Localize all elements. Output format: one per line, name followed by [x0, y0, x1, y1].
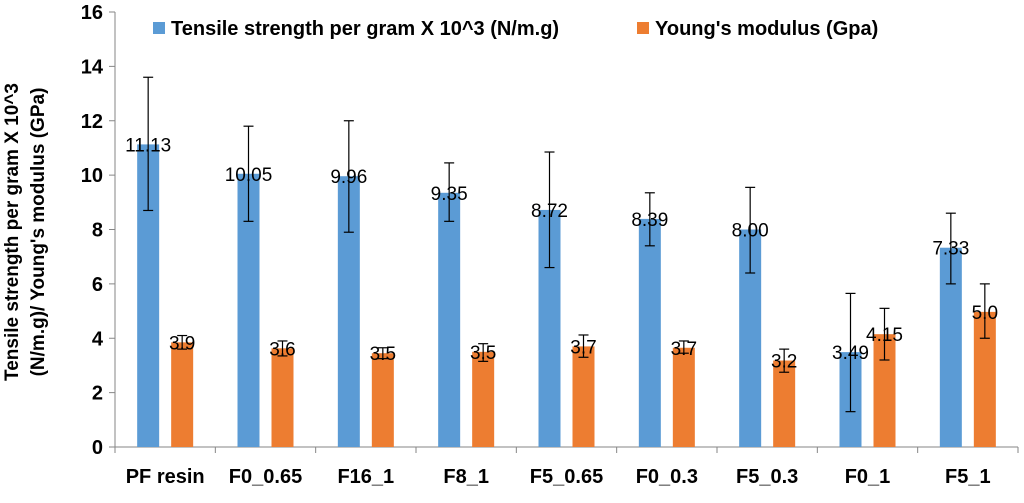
legend-label-tensile: Tensile strength per gram X 10^3 (N/m.g) — [171, 18, 559, 40]
bar-youngs — [371, 353, 394, 447]
bar-youngs — [672, 347, 695, 447]
y-tick-label: 6 — [92, 274, 103, 296]
y-tick-label: 14 — [81, 56, 104, 78]
bar-youngs — [271, 348, 294, 447]
legend-swatch-youngs — [637, 22, 649, 34]
y-tick-label: 16 — [81, 2, 103, 24]
data-label-tensile: 10.05 — [225, 165, 273, 186]
bar-tensile — [739, 229, 762, 447]
legend: Tensile strength per gram X 10^3 (N/m.g)… — [153, 18, 878, 40]
data-label-youngs: 3.5 — [470, 343, 496, 364]
data-label-tensile: 8.72 — [531, 201, 568, 222]
bar-tensile — [137, 144, 160, 447]
bar-youngs — [472, 351, 495, 447]
bar-youngs — [973, 311, 996, 447]
bar-youngs — [171, 342, 194, 447]
legend-label-youngs: Young's modulus (Gpa) — [655, 18, 878, 40]
bar-tensile — [638, 218, 661, 447]
x-category-label: F16_1 — [337, 466, 394, 488]
y-axis-title: Tensile strength per gram X 10^3 (N/m.g)… — [2, 83, 49, 381]
bar-youngs — [572, 346, 595, 447]
data-label-youngs: 3.5 — [370, 344, 396, 365]
y-tick-label: 0 — [92, 437, 103, 459]
data-label-youngs: 3.7 — [671, 339, 697, 360]
x-category-label: F8_1 — [443, 466, 489, 488]
data-label-tensile: 3.49 — [832, 343, 869, 364]
bar-youngs — [873, 334, 896, 447]
data-label-youngs: 3.2 — [771, 352, 797, 373]
data-label-tensile: 7.33 — [932, 239, 969, 260]
x-category-label: F5_0.3 — [736, 466, 798, 488]
bar-tensile — [939, 247, 962, 447]
data-label-tensile: 9.35 — [431, 184, 468, 205]
data-label-youngs: 3.9 — [169, 333, 195, 354]
y-tick-label: 2 — [92, 383, 103, 405]
data-label-youngs: 5.0 — [972, 303, 998, 324]
data-label-tensile: 8.00 — [732, 221, 769, 242]
x-category-label: PF resin — [126, 466, 205, 488]
data-label-youngs: 4.15 — [866, 325, 903, 346]
bar-tensile — [438, 192, 461, 447]
y-axis-title-line1: Tensile strength per gram X 10^3 — [2, 83, 23, 381]
x-category-label: F0_0.65 — [229, 466, 302, 488]
y-tick-label: 10 — [81, 165, 103, 187]
x-category-label: F5_1 — [945, 466, 991, 488]
x-category-label: F5_0.65 — [530, 466, 603, 488]
bar-tensile — [337, 176, 360, 447]
bar-youngs — [773, 360, 796, 447]
bar-tensile — [237, 173, 260, 447]
data-label-youngs: 3.6 — [269, 339, 295, 360]
data-label-tensile: 9.96 — [330, 167, 367, 188]
plot-area: 0 2 4 6 8 10 12 14 16 11.13 3.9 PF resin 10.05 3.6 F0_… — [81, 2, 1019, 488]
data-label-tensile: 8.39 — [631, 210, 668, 231]
data-label-tensile: 11.13 — [125, 135, 171, 156]
y-axis-title-line2: (N/m.g)/ Young's modulus (GPa) — [28, 88, 49, 377]
y-tick-label: 12 — [81, 111, 103, 133]
bar-tensile — [538, 209, 561, 447]
y-tick-label: 4 — [92, 328, 104, 350]
x-category-label: F0_0.3 — [636, 466, 698, 488]
y-tick-label: 8 — [92, 220, 103, 242]
data-label-youngs: 3.7 — [570, 337, 596, 358]
legend-swatch-tensile — [153, 22, 165, 34]
x-category-label: F0_1 — [845, 466, 891, 488]
